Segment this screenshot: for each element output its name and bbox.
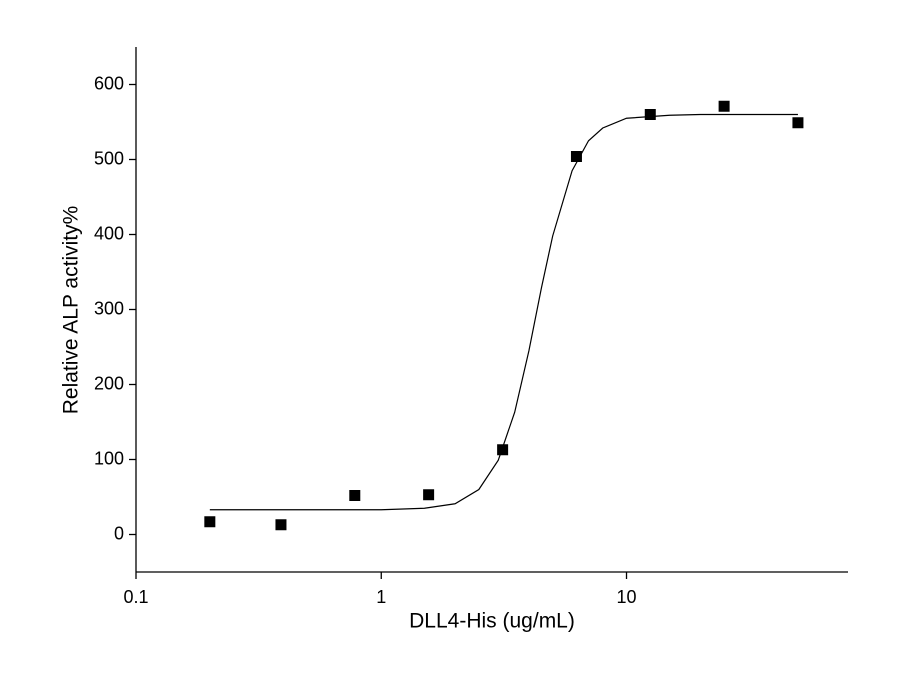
data-point (792, 117, 804, 129)
y-tick-label: 200 (94, 373, 124, 393)
y-tick-label: 100 (94, 448, 124, 468)
data-point (204, 516, 216, 528)
data-point (349, 490, 361, 501)
data-point (497, 444, 509, 456)
data-point (718, 100, 730, 112)
y-tick-label: 300 (94, 298, 124, 318)
y-tick-label: 0 (114, 523, 124, 543)
y-tick-label: 400 (94, 223, 124, 243)
data-point (570, 151, 582, 162)
data-point (423, 489, 435, 501)
y-tick-label: 600 (94, 73, 124, 93)
x-axis-title: DLL4-His (ug/mL) (409, 610, 575, 633)
y-axis-title: Relative ALP activity% (60, 206, 83, 415)
x-tick-label: 0.1 (123, 587, 148, 607)
fit-curve (209, 113, 798, 511)
data-point (275, 519, 287, 531)
y-tick-label: 500 (94, 148, 124, 168)
data-point (644, 109, 656, 120)
x-tick-label: 10 (616, 587, 636, 607)
x-tick-label: 1 (376, 587, 386, 607)
